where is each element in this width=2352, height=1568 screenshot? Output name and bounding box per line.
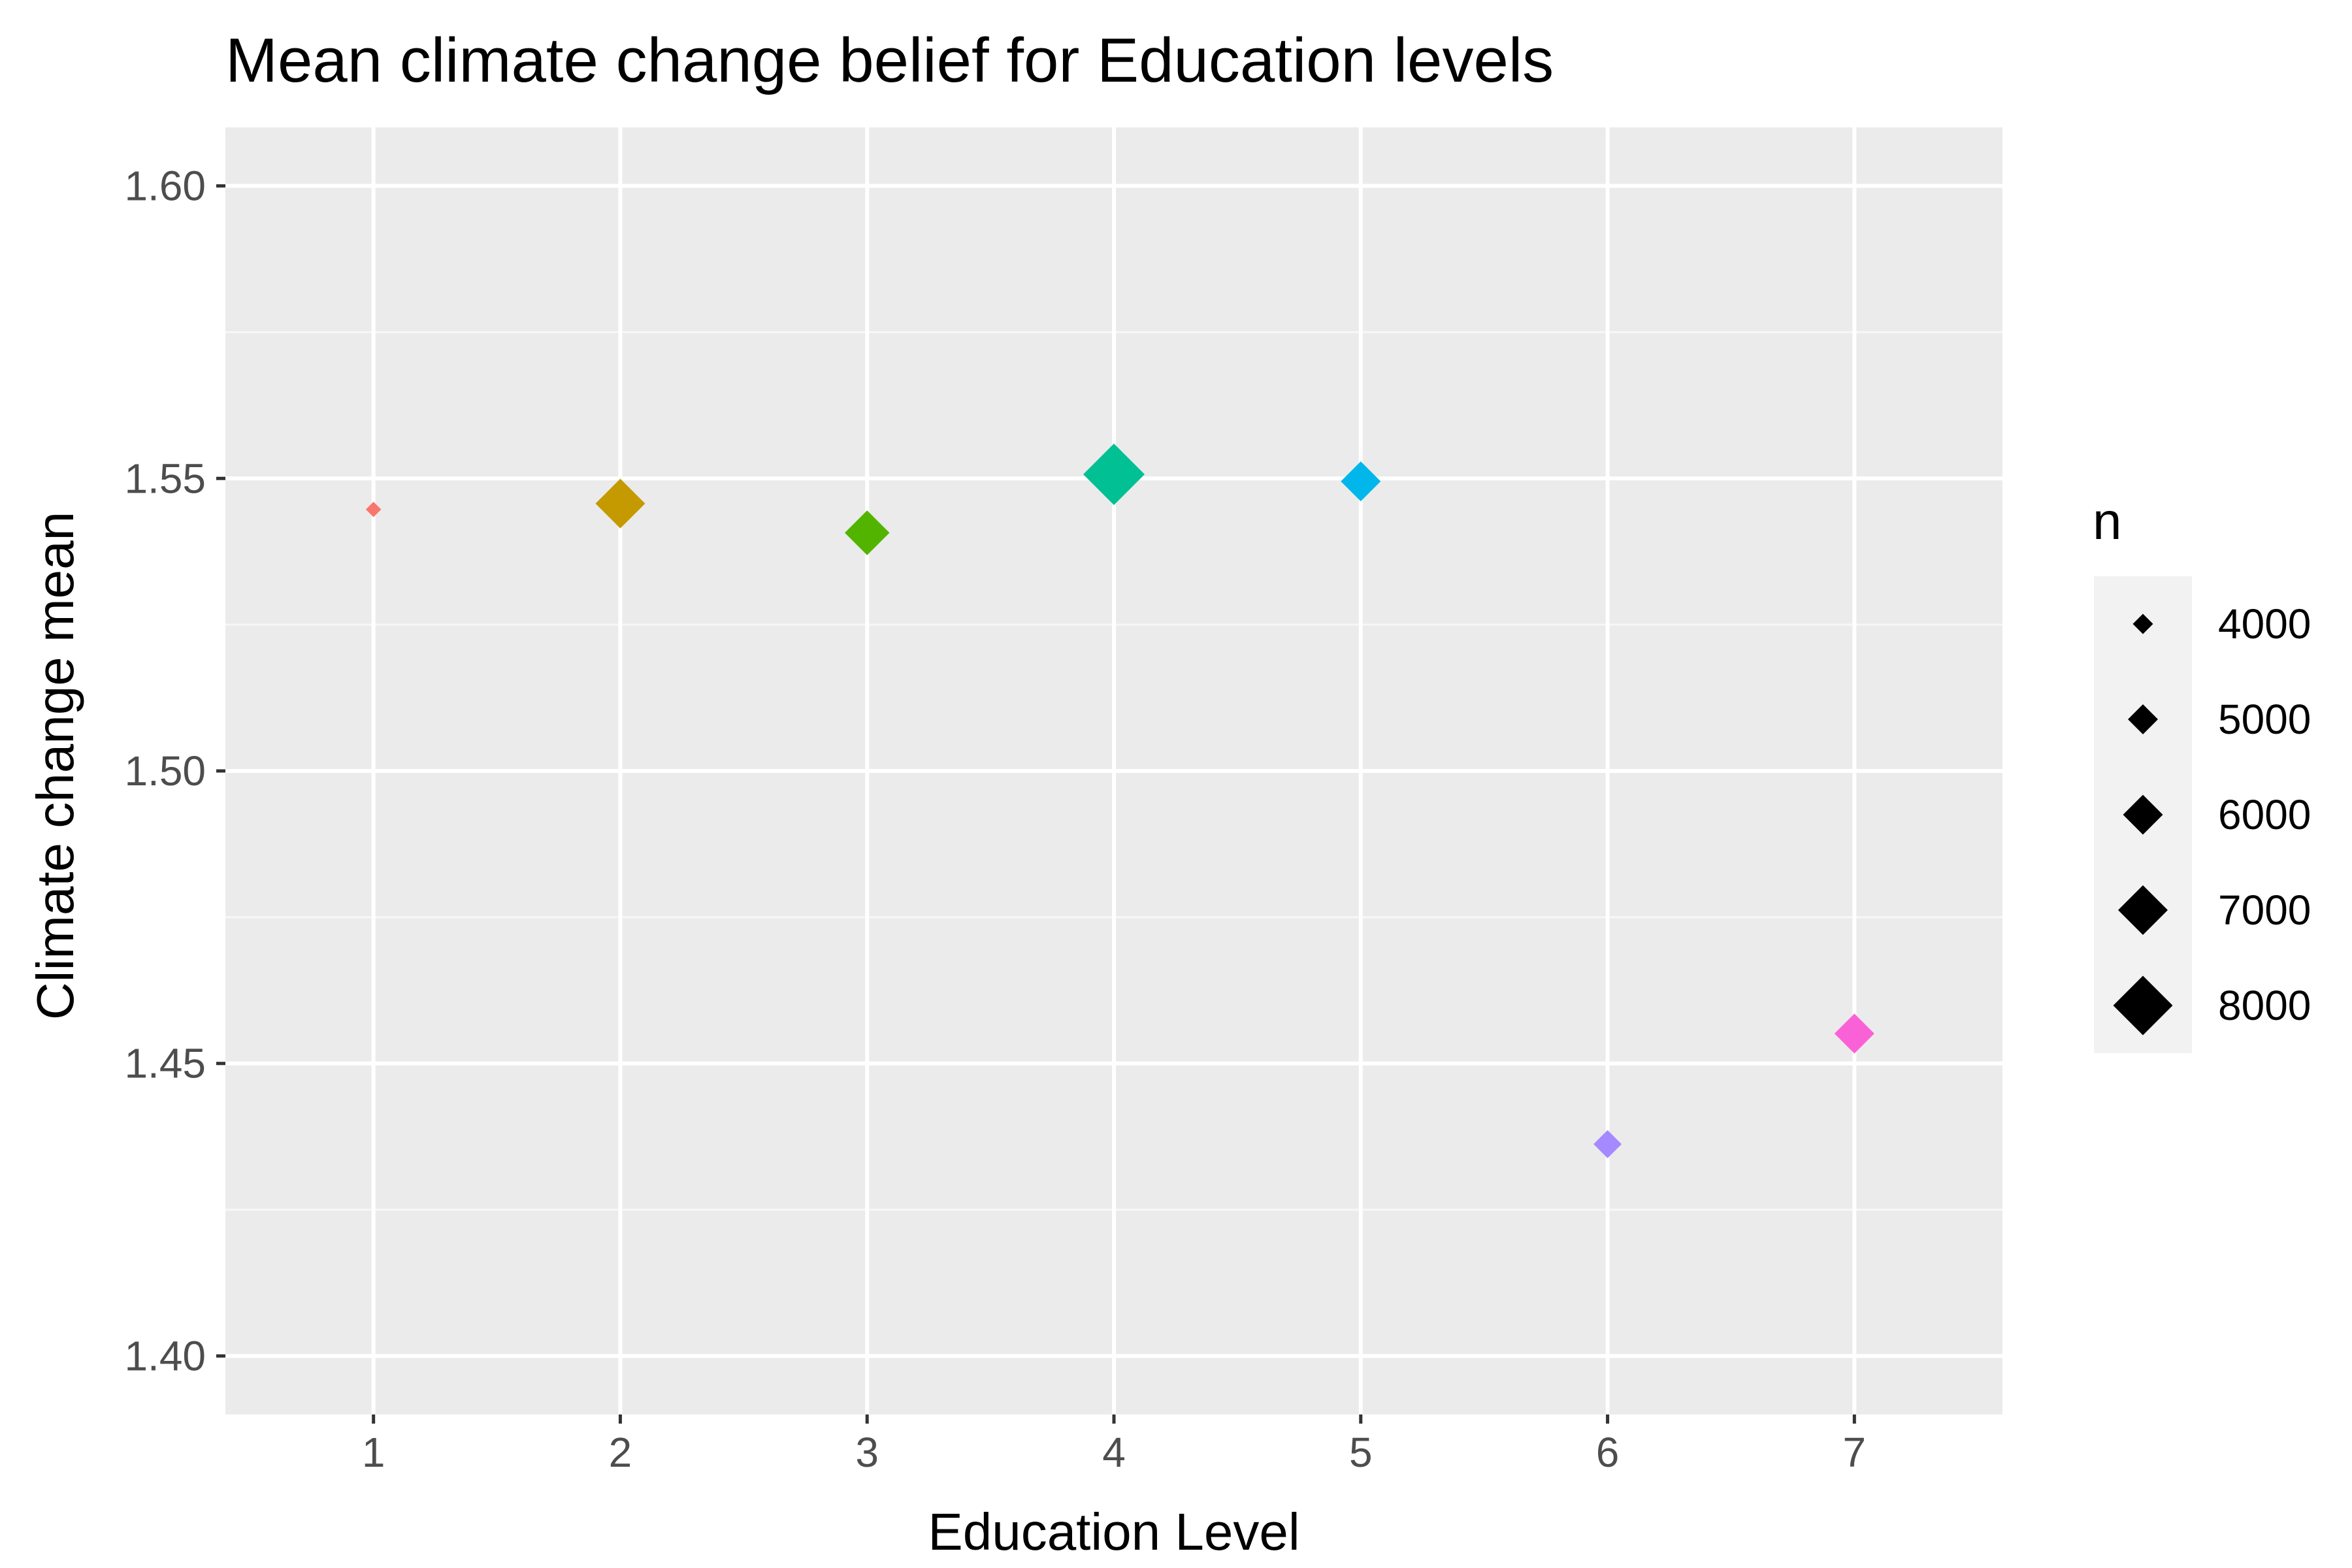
x-tick-label: 4 <box>1102 1429 1126 1476</box>
legend-label: 5000 <box>2218 696 2311 743</box>
legend-marker-6000 <box>2123 794 2163 835</box>
x-tick-label: 6 <box>1596 1429 1620 1476</box>
data-point-1 <box>365 501 382 517</box>
y-tick-label: 1.50 <box>124 747 206 794</box>
y-tick-label: 1.45 <box>124 1040 206 1087</box>
size-legend: n 4000 5000 6000 7000 8000 <box>2093 492 2311 1053</box>
data-point-7 <box>1834 1013 1874 1054</box>
data-point-5 <box>1341 461 1381 502</box>
x-tick-label: 7 <box>1843 1429 1867 1476</box>
legend-label: 6000 <box>2218 791 2311 838</box>
legend-label: 8000 <box>2218 982 2311 1029</box>
data-point-3 <box>844 510 890 555</box>
x-axis-title: Education Level <box>928 1503 1299 1561</box>
y-tick-label: 1.40 <box>124 1332 206 1379</box>
data-point-4 <box>1083 444 1145 506</box>
legend-title: n <box>2093 492 2122 550</box>
y-tick-label: 1.60 <box>124 163 206 210</box>
y-tick-label: 1.55 <box>124 455 206 502</box>
major-gridlines <box>225 127 2002 1414</box>
legend-marker-7000 <box>2118 885 2168 935</box>
legend-label: 7000 <box>2218 887 2311 934</box>
y-axis: 1.40 1.45 1.50 1.55 1.60 <box>124 163 225 1379</box>
data-points <box>365 444 1874 1158</box>
chart-title: Mean climate change belief for Education… <box>225 25 1554 95</box>
x-tick-label: 3 <box>855 1429 879 1476</box>
x-tick-label: 5 <box>1349 1429 1373 1476</box>
legend-label: 4000 <box>2218 600 2311 647</box>
legend-marker-5000 <box>2128 704 2158 734</box>
data-point-6 <box>1593 1130 1622 1158</box>
x-axis: 1 2 3 4 5 6 7 <box>362 1414 1866 1476</box>
data-point-2 <box>595 478 645 529</box>
x-tick-label: 1 <box>362 1429 385 1476</box>
x-tick-label: 2 <box>609 1429 632 1476</box>
legend-marker-8000 <box>2113 975 2173 1036</box>
y-axis-title: Climate change mean <box>26 512 84 1020</box>
legend-marker-4000 <box>2132 613 2153 634</box>
